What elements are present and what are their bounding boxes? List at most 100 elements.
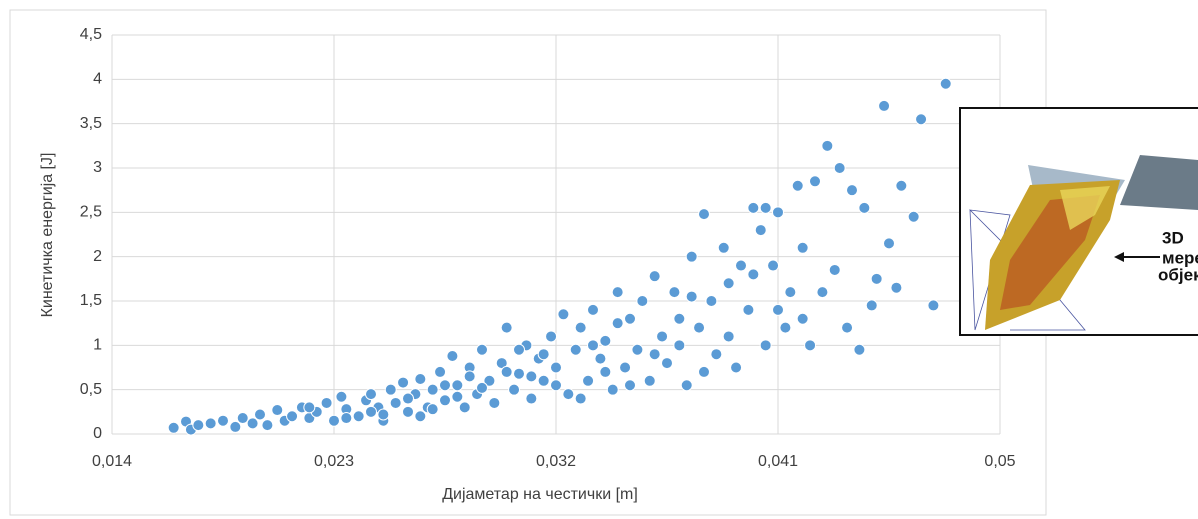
point bbox=[551, 362, 562, 373]
point bbox=[916, 114, 927, 125]
point bbox=[612, 318, 623, 329]
point bbox=[723, 278, 734, 289]
point bbox=[452, 391, 463, 402]
point bbox=[255, 409, 266, 420]
point bbox=[743, 304, 754, 315]
point bbox=[780, 322, 791, 333]
point bbox=[575, 393, 586, 404]
point bbox=[341, 413, 352, 424]
y-tick-label: 4,5 bbox=[80, 26, 102, 43]
y-tick-label: 3 bbox=[93, 159, 102, 176]
y-tick-label: 2 bbox=[93, 248, 102, 265]
point bbox=[230, 421, 241, 432]
point bbox=[501, 366, 512, 377]
point bbox=[649, 271, 660, 282]
point bbox=[366, 389, 377, 400]
point bbox=[773, 304, 784, 315]
point bbox=[304, 402, 315, 413]
point bbox=[620, 362, 631, 373]
point bbox=[205, 418, 216, 429]
point bbox=[736, 260, 747, 271]
y-tick-label: 4 bbox=[93, 71, 102, 88]
point bbox=[760, 340, 771, 351]
point bbox=[452, 380, 463, 391]
point bbox=[607, 384, 618, 395]
point bbox=[810, 176, 821, 187]
point bbox=[674, 313, 685, 324]
point bbox=[662, 358, 673, 369]
point bbox=[637, 296, 648, 307]
point bbox=[760, 202, 771, 213]
point bbox=[193, 420, 204, 431]
point bbox=[558, 309, 569, 320]
point bbox=[218, 415, 229, 426]
point bbox=[287, 411, 298, 422]
point bbox=[588, 304, 599, 315]
point bbox=[884, 238, 895, 249]
point bbox=[773, 207, 784, 218]
point bbox=[600, 366, 611, 377]
point bbox=[440, 380, 451, 391]
point bbox=[699, 209, 710, 220]
point bbox=[353, 411, 364, 422]
point bbox=[797, 242, 808, 253]
point bbox=[526, 371, 537, 382]
point bbox=[723, 331, 734, 342]
point bbox=[625, 313, 636, 324]
point bbox=[247, 418, 258, 429]
point bbox=[842, 322, 853, 333]
point bbox=[262, 420, 273, 431]
point bbox=[847, 185, 858, 196]
point bbox=[674, 340, 685, 351]
point bbox=[706, 296, 717, 307]
point bbox=[686, 291, 697, 302]
point bbox=[321, 397, 332, 408]
point bbox=[644, 375, 655, 386]
point bbox=[447, 350, 458, 361]
point bbox=[526, 393, 537, 404]
point bbox=[501, 322, 512, 333]
point bbox=[583, 375, 594, 386]
point bbox=[718, 242, 729, 253]
point bbox=[575, 322, 586, 333]
point bbox=[879, 100, 890, 111]
inset-label: 3D bbox=[1162, 228, 1184, 247]
point bbox=[514, 344, 525, 355]
point bbox=[600, 335, 611, 346]
point bbox=[538, 375, 549, 386]
x-tick-label: 0,05 bbox=[984, 453, 1015, 470]
point bbox=[459, 402, 470, 413]
point bbox=[514, 368, 525, 379]
point bbox=[385, 384, 396, 395]
x-tick-label: 0,014 bbox=[92, 453, 132, 470]
point bbox=[669, 287, 680, 298]
point bbox=[477, 344, 488, 355]
point bbox=[748, 269, 759, 280]
point bbox=[896, 180, 907, 191]
point bbox=[570, 344, 581, 355]
point bbox=[891, 282, 902, 293]
point bbox=[477, 382, 488, 393]
point bbox=[649, 349, 660, 360]
point bbox=[834, 163, 845, 174]
point bbox=[859, 202, 870, 213]
point bbox=[237, 413, 248, 424]
point bbox=[866, 300, 877, 311]
point bbox=[854, 344, 865, 355]
point bbox=[329, 415, 340, 426]
point bbox=[588, 340, 599, 351]
point bbox=[390, 397, 401, 408]
point bbox=[785, 287, 796, 298]
point bbox=[748, 202, 759, 213]
point bbox=[563, 389, 574, 400]
point bbox=[681, 380, 692, 391]
point bbox=[632, 344, 643, 355]
point bbox=[699, 366, 710, 377]
point bbox=[398, 377, 409, 388]
point bbox=[415, 411, 426, 422]
x-tick-label: 0,032 bbox=[536, 453, 576, 470]
point bbox=[829, 264, 840, 275]
inset-image: 3D мерен објект bbox=[960, 108, 1198, 335]
point bbox=[546, 331, 557, 342]
point bbox=[336, 391, 347, 402]
